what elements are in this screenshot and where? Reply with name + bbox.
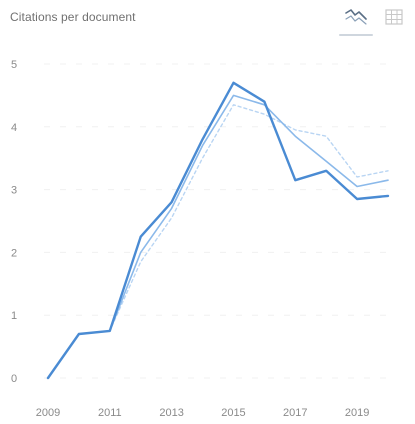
x-tick-label: 2011 <box>98 407 122 419</box>
widget-title: Citations per document <box>10 10 136 24</box>
y-tick-label: 5 <box>11 59 17 71</box>
line-chart-tab[interactable] <box>339 6 373 36</box>
line-chart-icon <box>345 9 367 25</box>
y-tick-label: 2 <box>11 247 17 259</box>
x-tick-label: 2013 <box>159 407 183 419</box>
table-tab[interactable] <box>381 6 407 28</box>
y-tick-label: 1 <box>11 310 17 322</box>
y-tick-label: 0 <box>11 373 17 385</box>
citations-line-chart: 0 1 2 3 4 5 2009 2011 2013 2015 2017 2019 <box>11 59 390 419</box>
y-tick-label: 3 <box>11 185 17 197</box>
view-tabs <box>339 6 407 36</box>
x-tick-label: 2015 <box>221 407 245 419</box>
x-tick-label: 2017 <box>283 407 307 419</box>
series-line-1 <box>46 81 390 380</box>
series-line-2 <box>47 94 389 379</box>
x-tick-label: 2019 <box>345 407 369 419</box>
series-line-3 <box>47 104 389 379</box>
table-grid-icon <box>385 9 403 25</box>
x-tick-label: 2009 <box>36 407 60 419</box>
y-tick-label: 4 <box>11 122 17 134</box>
